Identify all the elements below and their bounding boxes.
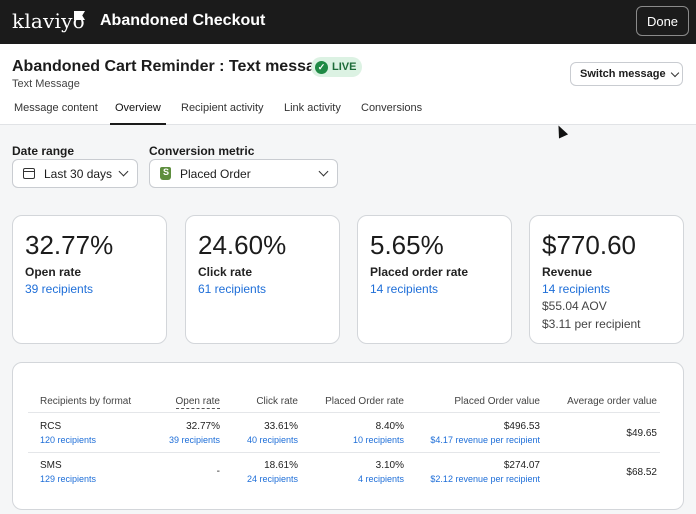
row-placed-order-recipients-link[interactable]: 4 recipients — [357, 474, 404, 484]
conversion-metric-value: Placed Order — [180, 166, 251, 181]
message-title: Abandoned Cart Reminder : Text message 1 — [12, 58, 347, 75]
row-click-recipients-link[interactable]: 40 recipients — [246, 435, 298, 445]
check-circle-icon: ✓ — [315, 60, 328, 74]
tab-conversions[interactable]: Conversions — [361, 102, 423, 114]
message-type: Text Message — [12, 78, 80, 90]
row-placed-order-value: $496.53 — [503, 421, 540, 432]
placed-order-rate-value: 5.65% — [370, 230, 444, 260]
date-range-dropdown[interactable]: Last 30 days — [12, 159, 138, 188]
revenue-value: $770.60 — [542, 230, 636, 260]
tab-link-activity[interactable]: Link activity — [284, 102, 341, 114]
tab-message-content[interactable]: Message content — [14, 102, 98, 114]
row-click-rate: 18.61% — [264, 460, 298, 471]
row-placed-order-recipients-link[interactable]: 10 recipients — [352, 435, 404, 445]
col-header-average-order-value: Average order value — [567, 396, 657, 407]
date-range-label: Date range — [12, 144, 75, 158]
row-placed-order-rate: 8.40% — [375, 421, 404, 432]
row-open-rate: 32.77% — [186, 421, 220, 432]
col-header-placed-order-value: Placed Order value — [454, 396, 540, 407]
row-average-order-value: $68.52 — [626, 467, 657, 478]
conversion-metric-label: Conversion metric — [149, 144, 255, 158]
revenue-card: $770.60 Revenue 14 recipients $55.04 AOV… — [529, 215, 684, 344]
click-rate-value: 24.60% — [198, 230, 287, 260]
placed-order-rate-card: 5.65% Placed order rate 14 recipients — [357, 215, 512, 344]
open-rate-label: Open rate — [25, 265, 82, 279]
col-header-format: Recipients by format — [40, 396, 132, 407]
tab-recipient-activity[interactable]: Recipient activity — [181, 102, 264, 114]
klaviyo-logo[interactable]: klaviyo — [12, 9, 85, 33]
top-bar: klaviyo Abandoned Checkout Done — [0, 0, 696, 44]
placed-order-recipients-link[interactable]: 14 recipients — [370, 282, 439, 296]
switch-message-button[interactable]: Switch message — [570, 62, 683, 86]
click-rate-card: 24.60% Click rate 61 recipients — [185, 215, 340, 344]
row-click-rate: 33.61% — [264, 421, 298, 432]
header-divider — [28, 412, 660, 413]
date-range-value: Last 30 days — [44, 166, 113, 181]
row-open-rate: - — [216, 466, 220, 477]
open-rate-card: 32.77% Open rate 39 recipients — [12, 215, 167, 344]
click-rate-label: Click rate — [198, 265, 253, 279]
chevron-down-icon — [318, 166, 329, 177]
tab-bar: Message content Overview Recipient activ… — [0, 101, 696, 125]
shopify-icon — [160, 167, 171, 180]
row-placed-order-rate: 3.10% — [375, 460, 404, 471]
row-format: RCS — [40, 421, 62, 432]
revenue-recipients-link[interactable]: 14 recipients — [542, 282, 611, 296]
conversion-metric-dropdown[interactable]: Placed Order — [149, 159, 338, 188]
done-button[interactable]: Done — [636, 6, 689, 36]
calendar-icon — [23, 168, 35, 179]
row-average-order-value: $49.65 — [626, 428, 657, 439]
row-format-recipients-link[interactable]: 120 recipients — [40, 435, 97, 445]
message-header: Abandoned Cart Reminder : Text message 1… — [0, 44, 696, 125]
revenue-label: Revenue — [542, 265, 593, 279]
mouse-cursor-icon — [553, 123, 569, 139]
status-badge-label: LIVE — [332, 61, 357, 73]
row-open-recipients-link[interactable]: 39 recipients — [168, 435, 220, 445]
col-header-placed-order-rate: Placed Order rate — [325, 396, 404, 407]
switch-message-label: Switch message — [580, 68, 666, 80]
open-rate-header-label: Open rate — [175, 396, 220, 409]
click-rate-recipients-link[interactable]: 61 recipients — [198, 282, 267, 296]
row-placed-order-value: $274.07 — [503, 460, 540, 471]
col-header-click-rate: Click rate — [256, 396, 298, 407]
recipients-by-format-table: Recipients by format Open rate Click rat… — [12, 362, 684, 510]
open-rate-recipients-link[interactable]: 39 recipients — [25, 282, 94, 296]
row-revenue-per-recipient[interactable]: $4.17 revenue per recipient — [430, 435, 540, 445]
revenue-aov: $55.04 AOV — [542, 299, 607, 313]
row-format-recipients-link[interactable]: 129 recipients — [40, 474, 97, 484]
row-revenue-per-recipient[interactable]: $2.12 revenue per recipient — [430, 474, 540, 484]
placed-order-rate-label: Placed order rate — [370, 265, 469, 279]
col-header-open-rate[interactable]: Open rate — [163, 396, 220, 409]
klaviyo-flag-icon — [74, 11, 85, 20]
row-format: SMS — [40, 460, 62, 471]
chevron-down-icon — [118, 166, 129, 177]
row-divider — [28, 452, 660, 453]
open-rate-value: 32.77% — [25, 230, 114, 260]
tab-overview[interactable]: Overview — [110, 102, 166, 125]
revenue-per-recipient: $3.11 per recipient — [542, 317, 641, 331]
flow-title: Abandoned Checkout — [100, 12, 266, 29]
row-click-recipients-link[interactable]: 24 recipients — [246, 474, 298, 484]
status-badge: ✓ LIVE — [311, 57, 363, 77]
chevron-down-icon — [670, 68, 679, 77]
